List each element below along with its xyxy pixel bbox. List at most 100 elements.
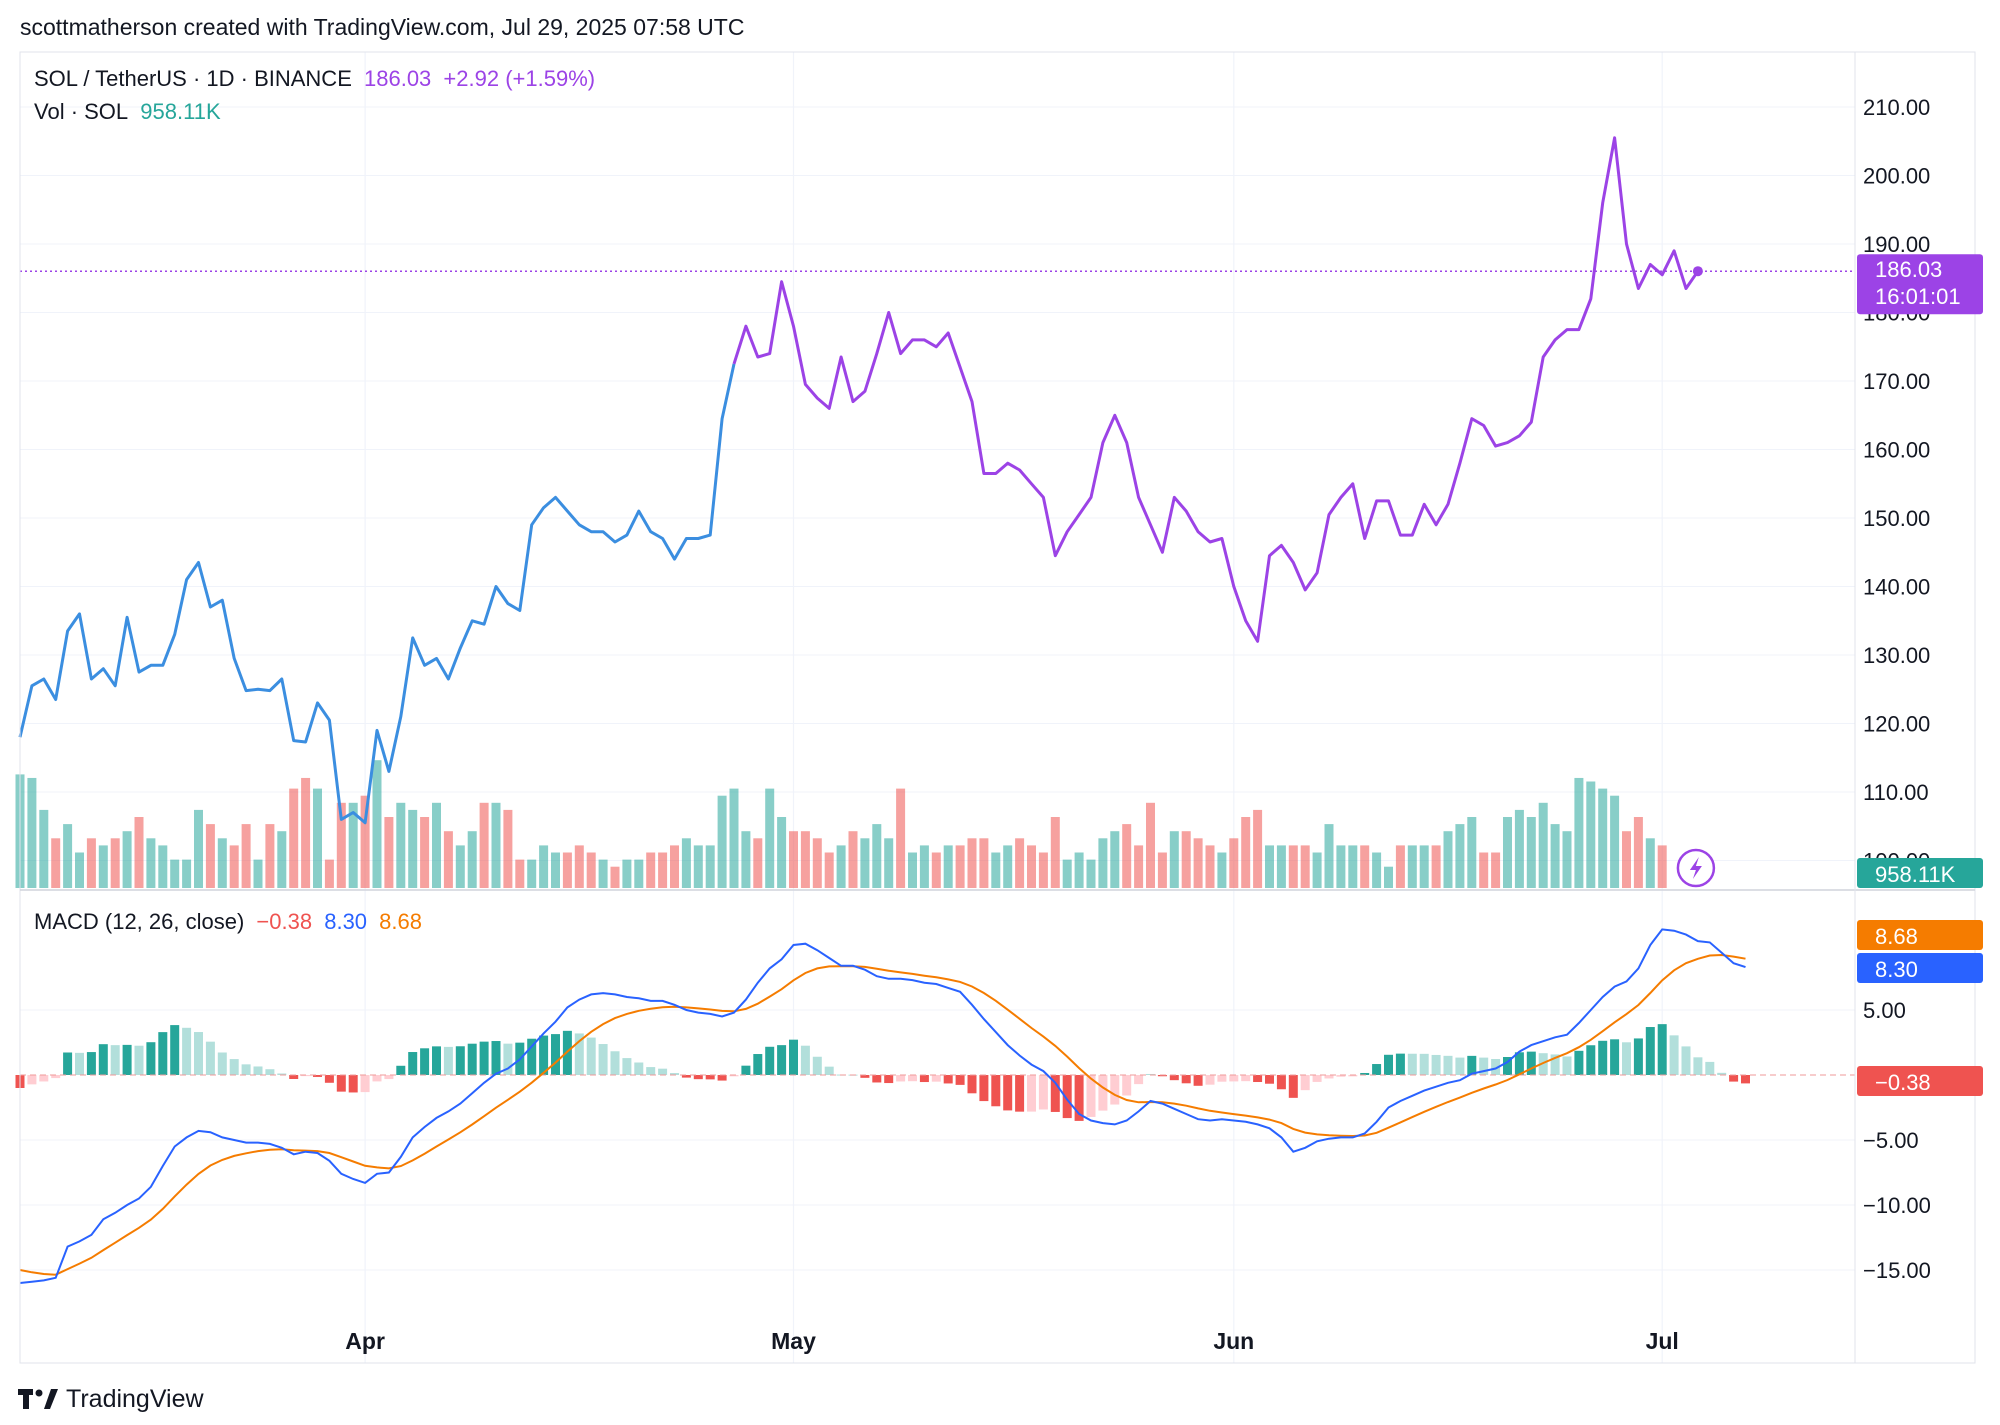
macd-histogram-bar bbox=[241, 1064, 251, 1075]
macd-label[interactable]: MACD (12, 26, close) bbox=[34, 909, 245, 934]
volume-bar bbox=[443, 831, 453, 888]
volume-bar bbox=[1443, 831, 1453, 888]
macd-histogram-bar bbox=[1526, 1051, 1536, 1075]
macd-signal-value: 8.68 bbox=[379, 909, 422, 934]
volume-bar bbox=[1407, 845, 1417, 888]
macd-histogram-bar bbox=[408, 1052, 418, 1075]
volume-bar bbox=[265, 824, 275, 888]
volume-bar bbox=[860, 838, 870, 888]
macd-histogram-bar bbox=[1086, 1075, 1096, 1117]
macd-histogram-bar bbox=[253, 1066, 263, 1075]
macd-histogram-bar bbox=[1705, 1061, 1715, 1075]
macd-histogram-bar bbox=[527, 1038, 537, 1075]
volume-bar bbox=[1265, 845, 1274, 888]
macd-histogram-bar bbox=[1693, 1057, 1703, 1075]
macd-line-tag bbox=[1857, 953, 1983, 983]
volume-bar bbox=[1241, 817, 1251, 888]
volume-bar bbox=[1217, 852, 1227, 888]
volume-bar bbox=[432, 802, 441, 888]
volume-legend: Vol · SOL 958.11K bbox=[34, 99, 227, 125]
volume-bar bbox=[1622, 831, 1631, 888]
macd-histogram-bar bbox=[1300, 1075, 1310, 1091]
volume-bar bbox=[598, 859, 608, 888]
volume-bars bbox=[15, 760, 1667, 888]
volume-bar bbox=[789, 831, 798, 888]
volume-bar bbox=[1514, 809, 1524, 888]
chart-frame bbox=[19, 51, 1976, 1364]
volume-bar bbox=[98, 845, 108, 888]
macd-histogram-bar bbox=[1098, 1075, 1108, 1111]
macd-histogram-bar bbox=[1229, 1075, 1239, 1082]
macd-histogram-bar bbox=[63, 1052, 73, 1075]
macd-histogram-bar bbox=[658, 1068, 668, 1075]
volume-bar bbox=[1027, 845, 1036, 888]
volume-bar bbox=[670, 845, 679, 888]
volume-bar bbox=[51, 838, 61, 888]
volume-bar bbox=[1538, 802, 1548, 888]
macd-histogram-bar bbox=[824, 1066, 834, 1075]
price-tick-label: 140.00 bbox=[1863, 575, 1930, 600]
macd-histogram-bar bbox=[1574, 1050, 1584, 1075]
volume-bar bbox=[729, 788, 739, 888]
volume-bar bbox=[1467, 817, 1477, 888]
volume-bar bbox=[1372, 852, 1382, 888]
chart-axes bbox=[19, 51, 1976, 1364]
volume-bar bbox=[324, 859, 334, 888]
volume-bar bbox=[241, 824, 251, 888]
volume-bar bbox=[63, 824, 73, 888]
macd-histogram-bar bbox=[146, 1042, 156, 1075]
volume-bar bbox=[753, 838, 763, 888]
macd-histogram-bar bbox=[717, 1075, 727, 1081]
volume-bar bbox=[551, 852, 560, 888]
volume-bar bbox=[1479, 852, 1489, 888]
volume-bar bbox=[634, 859, 644, 888]
date-tick-label: May bbox=[771, 1328, 816, 1354]
macd-histogram-bar bbox=[610, 1051, 620, 1075]
volume-bar bbox=[646, 852, 656, 888]
volume-bar bbox=[1550, 824, 1560, 888]
price-tick-label: 190.00 bbox=[1863, 232, 1930, 257]
macd-histogram-bar bbox=[777, 1045, 787, 1075]
macd-histogram-bar bbox=[122, 1044, 132, 1075]
macd-histogram-bar bbox=[1038, 1075, 1048, 1110]
volume-bar bbox=[1050, 817, 1060, 888]
volume-bar bbox=[158, 845, 168, 888]
volume-bar bbox=[812, 838, 822, 888]
macd-histogram-bar bbox=[1550, 1054, 1560, 1075]
macd-histogram-bar bbox=[765, 1046, 775, 1075]
macd-histogram-bar bbox=[1015, 1075, 1025, 1112]
price-tick-label: 170.00 bbox=[1863, 369, 1930, 394]
volume-bar bbox=[1455, 824, 1465, 888]
macd-histogram-bar bbox=[420, 1048, 430, 1075]
macd-histogram-bar bbox=[1205, 1075, 1215, 1085]
current-price-value: 186.03 bbox=[1875, 257, 1942, 282]
volume-tag bbox=[1857, 858, 1983, 888]
volume-bar bbox=[1598, 788, 1608, 888]
macd-histogram-bar bbox=[884, 1075, 894, 1084]
macd-histogram-bar bbox=[872, 1075, 882, 1083]
volume-bar bbox=[348, 802, 358, 888]
symbol-label[interactable]: SOL / TetherUS · 1D · BINANCE bbox=[34, 66, 352, 91]
volume-bar bbox=[1360, 845, 1370, 888]
volume-bar bbox=[1348, 845, 1358, 888]
volume-bar bbox=[170, 859, 180, 888]
volume-label[interactable]: Vol · SOL bbox=[34, 99, 129, 124]
volume-bar bbox=[1193, 838, 1203, 888]
macd-histogram-bar bbox=[182, 1027, 192, 1075]
macd-tick-label: −15.00 bbox=[1863, 1258, 1931, 1283]
volume-bar bbox=[1336, 845, 1346, 888]
macd-histogram-bar bbox=[812, 1056, 822, 1075]
macd-histogram-bar bbox=[1514, 1052, 1524, 1075]
macd-histogram-bar bbox=[1288, 1075, 1298, 1098]
volume-bar bbox=[277, 831, 287, 888]
volume-bar bbox=[1491, 852, 1501, 888]
tradingview-brand[interactable]: TradingView bbox=[66, 1384, 204, 1413]
tradingview-logo-icon[interactable] bbox=[18, 1387, 58, 1411]
price-tick-label: 210.00 bbox=[1863, 95, 1930, 120]
volume-bar bbox=[1562, 831, 1572, 888]
macd-histogram-bar bbox=[39, 1075, 49, 1082]
macd-tick-label: −5.00 bbox=[1863, 1128, 1919, 1153]
macd-histogram-bar bbox=[384, 1075, 394, 1080]
